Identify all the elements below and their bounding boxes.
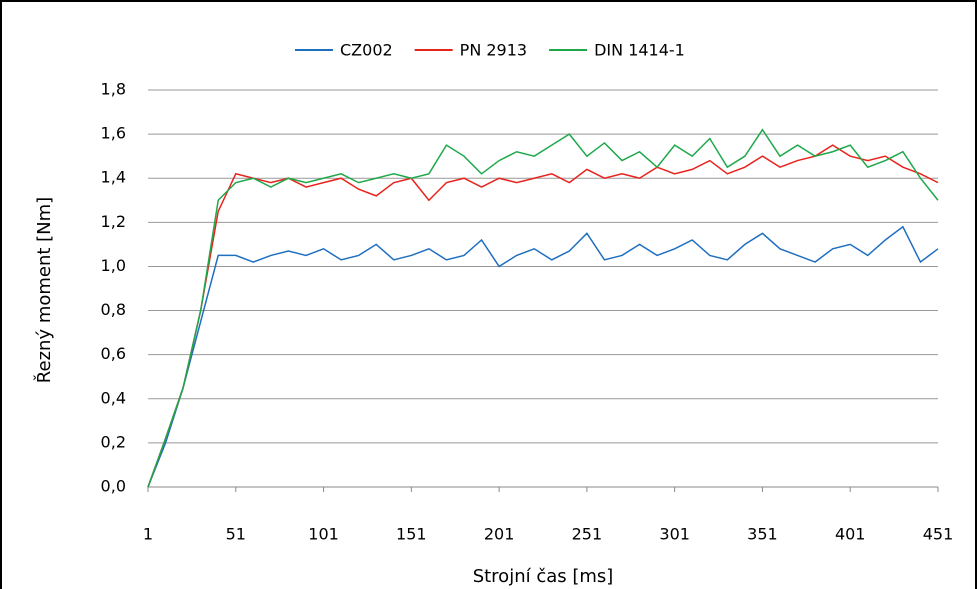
y-axis-label: Řezný moment [Nm] bbox=[33, 197, 55, 383]
x-tick-label: 351 bbox=[747, 525, 778, 544]
y-tick-label: 1,4 bbox=[101, 168, 126, 187]
x-tick-label: 301 bbox=[659, 525, 690, 544]
y-tick-label: 0,6 bbox=[101, 344, 126, 363]
y-tick-label: 0,4 bbox=[101, 388, 126, 407]
x-tick-label: 51 bbox=[226, 525, 246, 544]
x-tick-label: 401 bbox=[835, 525, 866, 544]
legend-label: DIN 1414-1 bbox=[594, 41, 685, 60]
series-line bbox=[147, 225, 939, 488]
y-tick-label: 1,8 bbox=[101, 80, 126, 99]
x-tick-label: 151 bbox=[396, 525, 427, 544]
x-tick-label: 1 bbox=[143, 525, 153, 544]
x-tick-label: 451 bbox=[923, 525, 954, 544]
y-tick-label: 1,2 bbox=[101, 212, 126, 231]
y-tick-label: 1,0 bbox=[101, 256, 126, 275]
y-tick-label: 0,8 bbox=[101, 300, 126, 319]
y-tick-label: 0,0 bbox=[101, 477, 126, 496]
x-tick-label: 101 bbox=[308, 525, 339, 544]
series-line bbox=[147, 144, 939, 488]
x-tick-label: 251 bbox=[572, 525, 603, 544]
y-tick-label: 1,6 bbox=[101, 124, 126, 143]
legend-label: PN 2913 bbox=[460, 41, 527, 60]
x-tick-label: 201 bbox=[484, 525, 515, 544]
x-axis-label: Strojní čas [ms] bbox=[473, 566, 614, 587]
legend-label: CZ002 bbox=[340, 41, 393, 60]
series-line bbox=[147, 128, 939, 488]
y-tick-label: 0,2 bbox=[101, 432, 126, 451]
